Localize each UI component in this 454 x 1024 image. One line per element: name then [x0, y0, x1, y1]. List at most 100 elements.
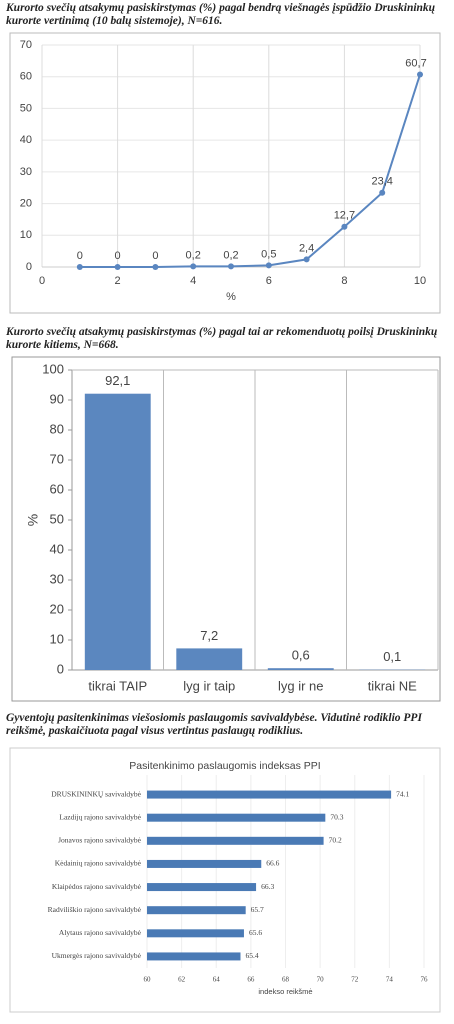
value-label: 65.4 [245, 951, 258, 960]
value-label: 23,4 [371, 176, 392, 188]
y-tick-label: 10 [50, 631, 64, 646]
bar [147, 952, 241, 961]
y-tick-label: 50 [20, 102, 32, 114]
y-tick-label: 30 [20, 166, 32, 178]
data-point [417, 71, 423, 78]
y-tick-label: 30 [50, 571, 64, 586]
value-label: 65.7 [251, 905, 264, 914]
y-tick-label: 60 [50, 481, 64, 496]
value-label: 0,1 [383, 649, 401, 664]
x-tick-label: 68 [282, 976, 290, 984]
data-point [303, 256, 310, 263]
value-label: 92,1 [105, 373, 130, 388]
y-tick-label: 50 [50, 511, 64, 526]
value-label: 2,4 [299, 242, 314, 254]
y-tick-label: 60 [20, 71, 32, 83]
data-point [379, 189, 386, 196]
data-point [228, 263, 234, 270]
x-tick-label: 8 [341, 275, 347, 287]
y-tick-label: 100 [42, 361, 64, 376]
value-label: 0,5 [261, 248, 276, 260]
bar [147, 836, 324, 845]
chart-frame [9, 32, 441, 314]
y-tick-label: Radviliškio rajono savivaldybė [48, 905, 142, 914]
data-point [152, 264, 159, 270]
value-label: 0 [77, 250, 83, 262]
y-tick-label: Jonavos rajono savivaldybė [58, 836, 142, 845]
y-axis-label: % [25, 514, 41, 526]
x-tick-label: 66 [247, 976, 255, 984]
x-tick-label: 62 [178, 976, 186, 984]
bar [147, 906, 246, 915]
y-tick-label: 0 [57, 661, 64, 676]
data-point [341, 223, 348, 230]
x-tick-label: lyg ir ne [278, 678, 324, 693]
x-tick-label: 0 [39, 275, 45, 287]
value-label: 12,7 [334, 210, 355, 222]
bar [147, 790, 392, 799]
bar [84, 393, 151, 670]
y-tick-label: 70 [20, 39, 32, 51]
y-tick-label: 80 [50, 421, 64, 436]
x-tick-label: 76 [421, 976, 429, 984]
value-label: 74.1 [396, 789, 409, 798]
x-tick-label: 4 [190, 275, 196, 287]
y-tick-label: 40 [20, 134, 32, 146]
y-tick-label: 0 [26, 261, 32, 273]
value-label: 66.6 [266, 859, 279, 868]
bar [147, 813, 326, 822]
y-tick-label: 90 [50, 391, 64, 406]
y-tick-label: 10 [20, 229, 32, 241]
x-tick-label: tikrai NE [368, 678, 417, 693]
caption: Kurorto svečių atsakymų pasiskirstymas (… [6, 326, 438, 351]
value-label: 0,2 [223, 249, 238, 261]
y-tick-label: 20 [20, 197, 32, 209]
y-tick-label: Kėdainių rajono savivaldybė [55, 859, 142, 868]
chart-frame [9, 747, 441, 1013]
data-line [79, 74, 421, 268]
value-label: 7,2 [200, 628, 218, 643]
bar [147, 883, 257, 892]
value-label: 0 [115, 250, 121, 262]
bar [147, 859, 262, 868]
x-tick-label: 70 [317, 976, 325, 984]
x-tick-label: 72 [351, 976, 359, 984]
y-tick-label: 40 [50, 541, 64, 556]
data-point [265, 262, 272, 269]
x-tick-label: 74 [386, 976, 394, 984]
x-tick-label: 60 [144, 976, 152, 984]
caption: Gyventojų pasitenkinimas viešosiomis pas… [6, 712, 422, 737]
bar [176, 648, 243, 670]
x-axis-label: % [226, 291, 236, 303]
value-label: 60,7 [405, 57, 426, 69]
caption: Kurorto svečių atsakymų pasiskirstymas (… [6, 2, 436, 27]
x-tick-label: 64 [213, 976, 221, 984]
y-tick-label: DRUSKININKŲ savivaldybė [51, 789, 141, 798]
value-label: 0,2 [186, 249, 201, 261]
y-tick-label: Alytaus rajono savivaldybė [59, 928, 142, 937]
chart-frame [11, 356, 441, 702]
value-label: 65.6 [249, 928, 262, 937]
chart-title: Pasitenkinimo paslaugomis indeksas PPI [129, 760, 320, 772]
x-tick-label: 6 [266, 275, 272, 287]
y-tick-label: Lazdijų rajono savivaldybė [59, 812, 141, 821]
value-label: 0,6 [292, 648, 310, 663]
bar [267, 668, 334, 670]
bar [147, 929, 244, 938]
value-label: 70.2 [329, 836, 342, 845]
value-label: 70.3 [330, 812, 343, 821]
y-tick-label: 20 [50, 601, 64, 616]
x-tick-label: lyg ir taip [183, 678, 235, 693]
y-tick-label: Klaipėdos rajono savivaldybė [52, 882, 142, 891]
x-tick-label: tikrai TAIP [88, 678, 147, 693]
data-point [114, 264, 121, 270]
y-tick-label: Ukmergės rajono savivaldybė [52, 951, 142, 960]
value-label: 0 [152, 250, 158, 262]
x-tick-label: 2 [115, 275, 121, 287]
y-tick-label: 70 [50, 451, 64, 466]
value-label: 66.3 [261, 882, 274, 891]
data-point [76, 264, 83, 270]
x-tick-label: 10 [414, 275, 426, 287]
